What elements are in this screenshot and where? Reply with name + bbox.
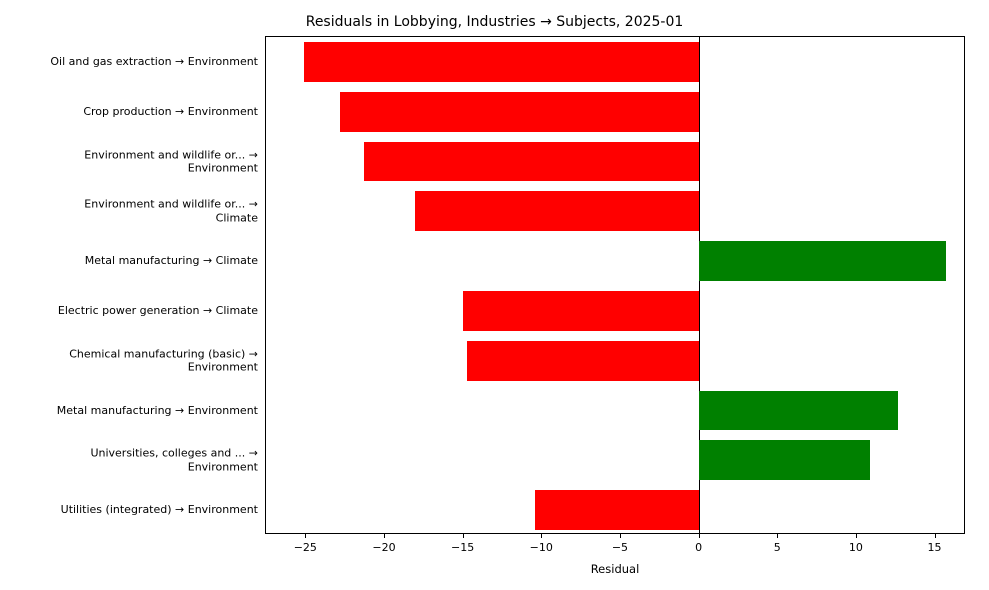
ytick-label: Oil and gas extraction → Environment — [50, 55, 266, 69]
xtick-label: −20 — [372, 533, 395, 554]
bar — [699, 440, 870, 480]
ytick-label: Chemical manufacturing (basic) → Environ… — [69, 347, 266, 375]
bar — [699, 391, 899, 431]
xtick-label: 10 — [849, 533, 863, 554]
figure: Residuals in Lobbying, Industries → Subj… — [0, 0, 989, 590]
xtick-label: −25 — [294, 533, 317, 554]
xtick-label: 15 — [928, 533, 942, 554]
ytick-label: Environment and wildlife or... → Environ… — [84, 148, 266, 176]
bar — [463, 291, 699, 331]
x-axis-label: Residual — [265, 562, 965, 576]
bar — [304, 42, 699, 82]
xtick-label: −5 — [612, 533, 628, 554]
xtick-label: 0 — [695, 533, 702, 554]
chart-title: Residuals in Lobbying, Industries → Subj… — [0, 14, 989, 30]
bar — [364, 142, 699, 182]
ytick-label: Environment and wildlife or... → Climate — [84, 198, 266, 226]
xtick-label: −10 — [530, 533, 553, 554]
bar — [415, 191, 698, 231]
plot-area: Oil and gas extraction → EnvironmentCrop… — [265, 36, 965, 534]
xtick-label: 5 — [774, 533, 781, 554]
xtick-label: −15 — [451, 533, 474, 554]
ytick-label: Metal manufacturing → Climate — [85, 254, 266, 268]
bar — [467, 341, 698, 381]
bar — [699, 241, 946, 281]
ytick-label: Utilities (integrated) → Environment — [61, 503, 266, 517]
ytick-label: Universities, colleges and ... → Environ… — [90, 447, 266, 475]
ytick-label: Crop production → Environment — [83, 105, 266, 119]
bar — [535, 490, 699, 530]
bar — [340, 92, 699, 132]
ytick-label: Metal manufacturing → Environment — [57, 404, 266, 418]
ytick-label: Electric power generation → Climate — [58, 304, 266, 318]
